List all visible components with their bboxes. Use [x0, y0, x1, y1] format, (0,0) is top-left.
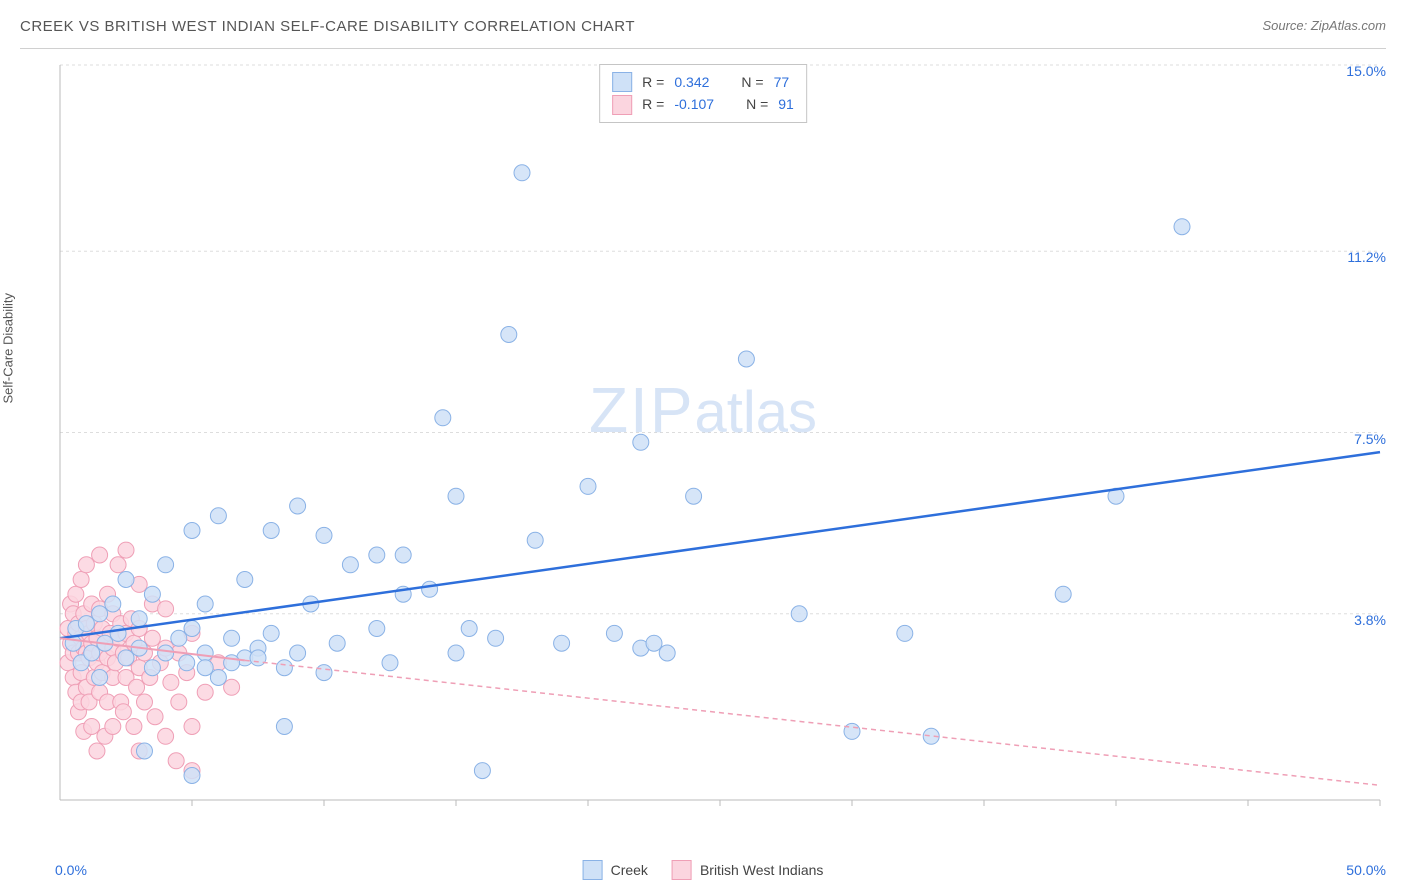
- r-value-creek: 0.342: [674, 71, 709, 93]
- n-value-creek: 77: [774, 71, 790, 93]
- n-label: N =: [746, 93, 768, 115]
- r-label: R =: [642, 71, 664, 93]
- n-label: N =: [741, 71, 763, 93]
- x-axis-origin-label: 0.0%: [55, 862, 87, 878]
- swatch-bwi-icon: [672, 860, 692, 880]
- legend-item-creek: Creek: [583, 860, 648, 880]
- source-name: ZipAtlas.com: [1311, 18, 1386, 33]
- source-attribution: Source: ZipAtlas.com: [1262, 18, 1386, 33]
- y-gridline-label-2: 11.2%: [1347, 249, 1386, 265]
- r-label: R =: [642, 93, 664, 115]
- scatter-plot-svg: [55, 60, 1385, 840]
- plot-area: [55, 60, 1385, 840]
- chart-container: CREEK VS BRITISH WEST INDIAN SELF-CARE D…: [0, 0, 1406, 892]
- swatch-bwi: [612, 95, 632, 115]
- swatch-creek-icon: [583, 860, 603, 880]
- legend-row-creek: R = 0.342 N = 77: [612, 71, 794, 93]
- n-value-bwi: 91: [778, 93, 794, 115]
- x-axis-max-label: 50.0%: [1346, 862, 1386, 878]
- y-gridline-label-1: 7.5%: [1354, 431, 1386, 447]
- y-axis-label: Self-Care Disability: [1, 293, 16, 404]
- legend-label-creek: Creek: [611, 862, 648, 878]
- legend-row-bwi: R = -0.107 N = 91: [612, 93, 794, 115]
- legend-label-bwi: British West Indians: [700, 862, 823, 878]
- chart-title: CREEK VS BRITISH WEST INDIAN SELF-CARE D…: [20, 18, 635, 35]
- series-legend: Creek British West Indians: [583, 860, 824, 880]
- chart-header: CREEK VS BRITISH WEST INDIAN SELF-CARE D…: [20, 18, 1386, 49]
- source-prefix: Source:: [1262, 18, 1310, 33]
- y-gridline-label-0: 3.8%: [1354, 612, 1386, 628]
- y-gridline-label-3: 15.0%: [1346, 63, 1386, 79]
- legend-item-bwi: British West Indians: [672, 860, 823, 880]
- correlation-legend: R = 0.342 N = 77 R = -0.107 N = 91: [599, 64, 807, 123]
- swatch-creek: [612, 72, 632, 92]
- r-value-bwi: -0.107: [674, 93, 714, 115]
